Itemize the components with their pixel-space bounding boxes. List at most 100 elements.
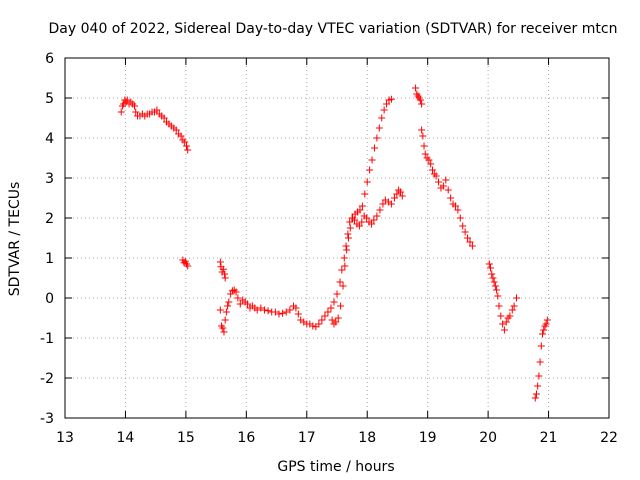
data-point bbox=[160, 114, 168, 122]
data-point bbox=[132, 108, 140, 116]
data-point bbox=[318, 316, 326, 324]
data-point bbox=[387, 95, 395, 103]
x-tick-label: 16 bbox=[237, 430, 255, 446]
data-point bbox=[172, 126, 180, 134]
data-point bbox=[375, 124, 383, 132]
data-point bbox=[508, 306, 516, 314]
data-point bbox=[373, 134, 381, 142]
y-tick-label: 3 bbox=[45, 171, 54, 187]
data-point bbox=[221, 274, 229, 282]
data-point bbox=[337, 302, 345, 310]
data-point bbox=[361, 190, 369, 198]
y-tick-label: -1 bbox=[40, 331, 54, 347]
data-point bbox=[419, 132, 427, 140]
data-point bbox=[225, 298, 233, 306]
data-point bbox=[393, 190, 401, 198]
y-axis-label: SDTVAR / TECUs bbox=[7, 182, 23, 297]
data-point bbox=[387, 200, 395, 208]
data-point bbox=[294, 310, 302, 318]
data-point bbox=[275, 310, 283, 318]
data-point bbox=[366, 166, 374, 174]
data-point bbox=[432, 172, 440, 180]
data-point bbox=[219, 324, 227, 332]
data-point bbox=[487, 264, 495, 272]
data-point bbox=[232, 288, 240, 296]
data-point bbox=[418, 100, 426, 108]
data-point bbox=[181, 138, 189, 146]
data-point bbox=[221, 316, 229, 324]
data-point bbox=[429, 166, 437, 174]
data-point bbox=[535, 372, 543, 380]
data-point bbox=[439, 182, 447, 190]
data-point bbox=[494, 292, 502, 300]
data-point bbox=[341, 262, 349, 270]
data-point bbox=[539, 330, 547, 338]
y-tick-label: 4 bbox=[45, 131, 54, 147]
data-point bbox=[396, 188, 404, 196]
grid-lines bbox=[65, 58, 609, 418]
data-point bbox=[321, 312, 329, 320]
data-point bbox=[363, 214, 371, 222]
data-points bbox=[117, 84, 551, 402]
data-point bbox=[398, 192, 406, 200]
chart-title: Day 040 of 2022, Sidereal Day-to-day VTE… bbox=[49, 21, 618, 37]
data-point bbox=[459, 222, 467, 230]
data-point bbox=[309, 322, 317, 330]
data-point bbox=[493, 286, 501, 294]
data-point bbox=[425, 156, 433, 164]
data-point bbox=[219, 265, 227, 273]
x-tick-label: 13 bbox=[56, 430, 74, 446]
data-point bbox=[370, 216, 378, 224]
data-point bbox=[264, 307, 272, 315]
data-point bbox=[330, 298, 338, 306]
data-point bbox=[292, 304, 300, 312]
data-point bbox=[253, 306, 261, 314]
data-point bbox=[451, 202, 459, 210]
data-point bbox=[327, 304, 335, 312]
data-point bbox=[349, 214, 357, 222]
data-point bbox=[420, 142, 428, 150]
y-tick-label: 6 bbox=[45, 51, 54, 67]
data-point bbox=[153, 106, 161, 114]
data-point bbox=[184, 262, 192, 270]
data-point bbox=[543, 316, 551, 324]
data-point bbox=[339, 282, 347, 290]
data-point bbox=[490, 278, 498, 286]
data-point bbox=[333, 290, 341, 298]
data-point bbox=[534, 382, 542, 390]
data-point bbox=[222, 308, 230, 316]
data-point bbox=[500, 326, 508, 334]
x-tick-label: 22 bbox=[600, 430, 618, 446]
data-point bbox=[513, 294, 521, 302]
data-point bbox=[343, 246, 351, 254]
data-point bbox=[427, 160, 435, 168]
data-point bbox=[383, 100, 391, 108]
data-point bbox=[412, 84, 420, 92]
data-point bbox=[378, 114, 386, 122]
data-point bbox=[421, 150, 429, 158]
data-point bbox=[531, 394, 539, 402]
data-point bbox=[502, 318, 510, 326]
y-tick-label: -2 bbox=[40, 371, 54, 387]
data-point bbox=[373, 212, 381, 220]
data-point bbox=[184, 146, 192, 154]
data-point bbox=[224, 302, 232, 310]
data-point bbox=[464, 234, 472, 242]
x-axis-ticks: 13 14 15 16 17 18 19 20 21 22 bbox=[56, 58, 618, 446]
data-point bbox=[216, 306, 224, 314]
y-tick-label: 2 bbox=[45, 211, 54, 227]
data-point bbox=[416, 96, 424, 104]
y-axis-ticks: -3 -2 -1 0 1 2 3 4 5 6 bbox=[40, 51, 609, 427]
data-point bbox=[279, 309, 287, 317]
data-point bbox=[499, 320, 507, 328]
data-point bbox=[540, 326, 548, 334]
x-tick-label: 14 bbox=[117, 430, 135, 446]
data-point bbox=[456, 214, 464, 222]
data-point bbox=[536, 358, 544, 366]
x-tick-label: 19 bbox=[419, 430, 437, 446]
data-point bbox=[488, 270, 496, 278]
x-tick-label: 15 bbox=[177, 430, 195, 446]
data-point bbox=[220, 328, 228, 336]
x-tick-label: 20 bbox=[479, 430, 497, 446]
data-point bbox=[282, 308, 290, 316]
